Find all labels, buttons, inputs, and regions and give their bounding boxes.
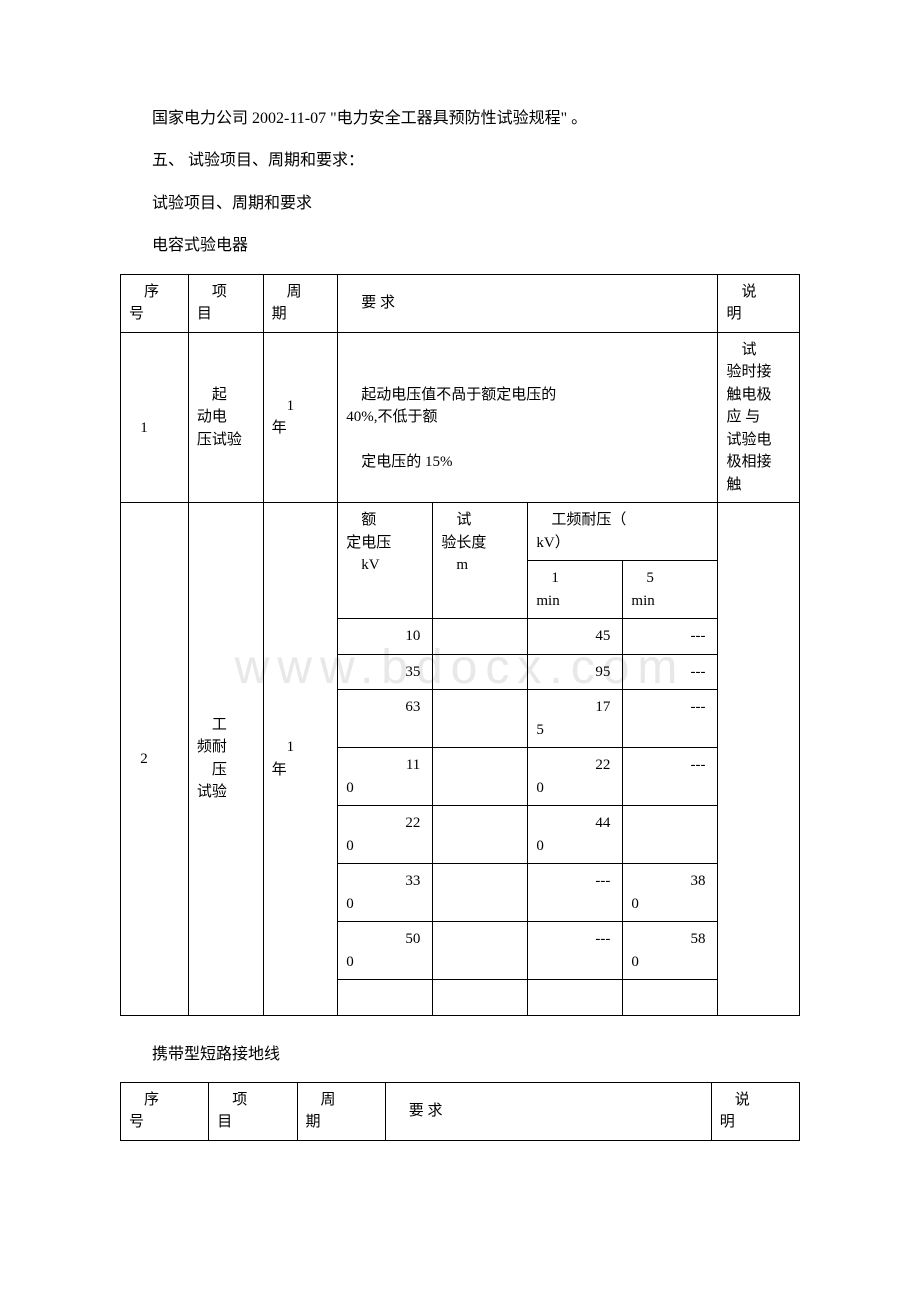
header-period: 周期 [263, 274, 338, 332]
cell-v1: 220 [528, 748, 623, 806]
cell-m [433, 922, 528, 980]
cell-kv: 35 [338, 654, 433, 690]
cell-m [433, 619, 528, 655]
header-period: 周期 [297, 1082, 385, 1140]
header-requirement: 要 求 [338, 274, 718, 332]
table2-header-row: 序号 项目 周期 要 求 说明 [121, 1082, 800, 1140]
table-grounding-wire: 序号 项目 周期 要 求 说明 [120, 1082, 800, 1141]
sub-head-5min: 5min [623, 561, 718, 619]
cell-kv: 63 [338, 690, 433, 748]
paragraph-4: 电容式验电器 [120, 227, 800, 265]
header-item: 项目 [188, 274, 263, 332]
cell-v1: 45 [528, 619, 623, 655]
sub-head-1min: 1min [528, 561, 623, 619]
cell-kv: 500 [338, 922, 433, 980]
cell-v5: 580 [623, 922, 718, 980]
cell-v1 [528, 980, 623, 1016]
cell-m [433, 748, 528, 806]
cell-v1: 440 [528, 806, 623, 864]
cell-item-2: 工频耐 压试验 [188, 503, 263, 1016]
header-seq: 序号 [121, 274, 189, 332]
cell-note-1: 试验时接触电极应 与试验电极相接触 [718, 332, 800, 503]
cell-seq-1: 1 [121, 332, 189, 503]
cell-kv: 110 [338, 748, 433, 806]
paragraph-1: 国家电力公司 2002-11-07 "电力安全工器具预防性试验规程" 。 [120, 100, 800, 138]
header-requirement: 要 求 [385, 1082, 711, 1140]
header-note: 说明 [718, 274, 800, 332]
document-content: 国家电力公司 2002-11-07 "电力安全工器具预防性试验规程" 。 五、 … [120, 100, 800, 1141]
cell-v1: 95 [528, 654, 623, 690]
cell-period-1: 1年 [263, 332, 338, 503]
cell-kv [338, 980, 433, 1016]
cell-m [433, 690, 528, 748]
cell-v5: --- [623, 690, 718, 748]
cell-m [433, 980, 528, 1016]
table-row-1: 1 起动电压试验 1年 起动电压值不咼于额定电压的40%,不低于额 定电压的 1… [121, 332, 800, 503]
cell-m [433, 864, 528, 922]
cell-seq-2: 2 [121, 503, 189, 1016]
cell-kv: 220 [338, 806, 433, 864]
sub-head-freq: 工频耐压（kV） [528, 503, 718, 561]
header-item: 项目 [209, 1082, 297, 1140]
sub-head-voltage: 额定电压 kV [338, 503, 433, 619]
cell-v5 [623, 980, 718, 1016]
sub-head-length: 试验长度 m [433, 503, 528, 619]
cell-kv: 330 [338, 864, 433, 922]
cell-v1: --- [528, 922, 623, 980]
table-capacitor-detector: 序号 项目 周期 要 求 说明 1 起动电压试验 1年 起动电压值不咼于额定电压… [120, 274, 800, 1016]
cell-period-2: 1年 [263, 503, 338, 1016]
cell-v5: --- [623, 748, 718, 806]
header-note: 说明 [711, 1082, 799, 1140]
cell-v1: --- [528, 864, 623, 922]
cell-note-2 [718, 503, 800, 1016]
cell-v1: 175 [528, 690, 623, 748]
paragraph-2: 五、 试验项目、周期和要求： [120, 142, 800, 180]
cell-m [433, 654, 528, 690]
cell-v5: --- [623, 654, 718, 690]
paragraph-3: 试验项目、周期和要求 [120, 185, 800, 223]
cell-v5: --- [623, 619, 718, 655]
cell-req-1: 起动电压值不咼于额定电压的40%,不低于额 定电压的 15% [338, 332, 718, 503]
cell-v5: 380 [623, 864, 718, 922]
header-seq: 序号 [121, 1082, 209, 1140]
table-header-row: 序号 项目 周期 要 求 说明 [121, 274, 800, 332]
cell-kv: 10 [338, 619, 433, 655]
paragraph-5: 携带型短路接地线 [120, 1036, 800, 1074]
cell-item-1: 起动电压试验 [188, 332, 263, 503]
cell-v5 [623, 806, 718, 864]
cell-m [433, 806, 528, 864]
table-row-2-subhead: 2 工频耐 压试验 1年 额定电压 kV 试验长度 m 工频耐压（kV） [121, 503, 800, 561]
